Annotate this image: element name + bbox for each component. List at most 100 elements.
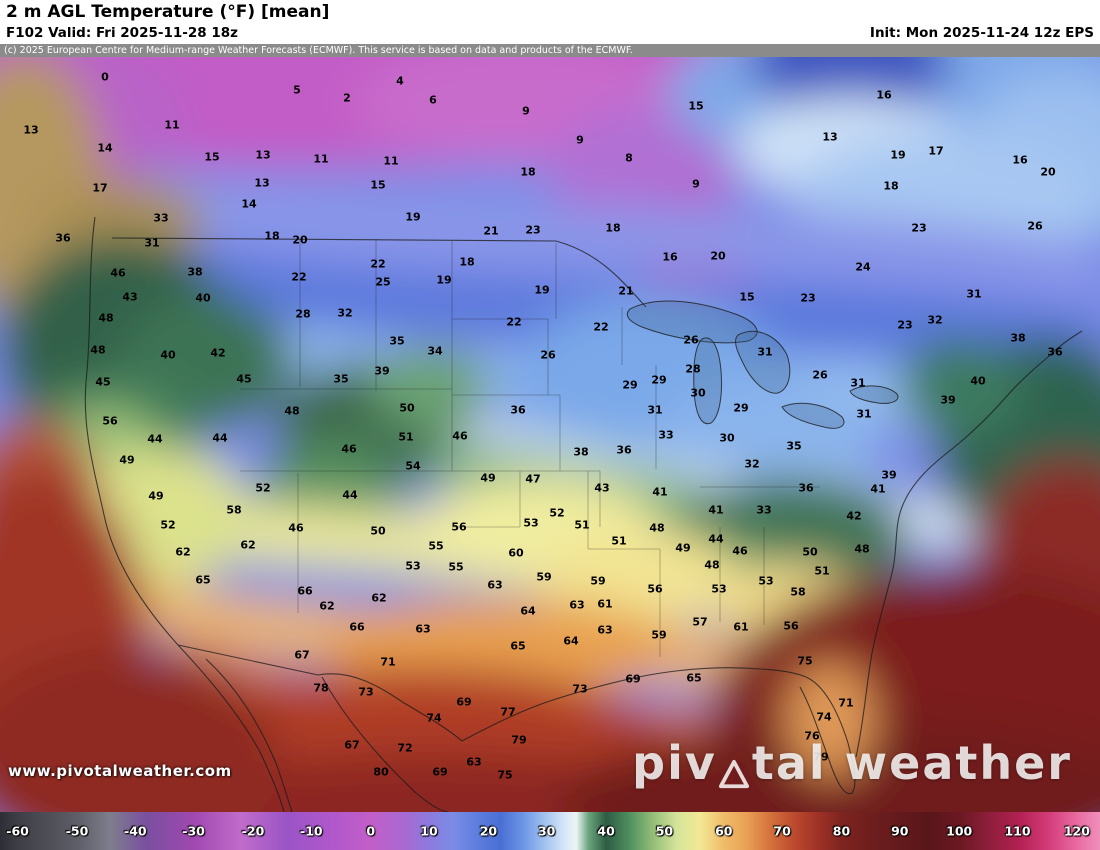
temp-label: 50: [370, 524, 386, 538]
temp-label: 8: [625, 151, 633, 165]
temp-label: 32: [337, 306, 353, 320]
temp-label: 74: [816, 710, 832, 724]
temp-label: 28: [685, 362, 701, 376]
colorbar-tick-label: 120: [1063, 823, 1090, 839]
temp-label: 17: [928, 144, 944, 158]
temp-label: 56: [451, 520, 467, 534]
temp-label: 30: [719, 431, 735, 445]
temp-label: 49: [675, 541, 691, 555]
temp-label: 59: [651, 628, 667, 642]
temp-label: 79: [511, 733, 527, 747]
colorbar-gradient: [0, 812, 1100, 850]
logo-triangle-icon: [718, 747, 749, 789]
temp-label: 58: [790, 585, 806, 599]
temp-label: 29: [733, 401, 749, 415]
temp-label: 23: [525, 223, 541, 237]
temp-label: 26: [812, 368, 828, 382]
temp-label: 14: [241, 197, 257, 211]
temp-label: 46: [452, 429, 468, 443]
temp-label: 16: [876, 88, 892, 102]
temp-label: 40: [970, 374, 986, 388]
temp-label: 25: [375, 275, 391, 289]
temp-label: 43: [122, 290, 138, 304]
temp-label: 60: [508, 546, 524, 560]
temp-label: 49: [148, 489, 164, 503]
temp-label: 62: [319, 599, 335, 613]
temp-label: 48: [284, 404, 300, 418]
temp-label: 40: [160, 348, 176, 362]
colorbar-tick-label: -60: [6, 823, 29, 839]
temp-label: 44: [708, 532, 724, 546]
temp-label: 33: [153, 211, 169, 225]
temp-label: 32: [744, 457, 760, 471]
temp-label: 38: [187, 265, 203, 279]
temp-label: 19: [534, 283, 550, 297]
temp-label: 57: [692, 615, 708, 629]
temp-label: 18: [605, 221, 621, 235]
temp-label: 33: [658, 428, 674, 442]
temp-label: 36: [1047, 345, 1063, 359]
temp-label: 6: [429, 93, 437, 107]
temp-label: 51: [814, 564, 830, 578]
temp-label: 34: [427, 344, 443, 358]
temp-label: 31: [647, 403, 663, 417]
temp-label: 72: [397, 741, 413, 755]
temp-label: 18: [264, 229, 280, 243]
temp-label: 69: [432, 765, 448, 779]
temp-label: 2: [343, 91, 351, 105]
temp-label: 65: [195, 573, 211, 587]
temp-label: 29: [651, 373, 667, 387]
coastline: [84, 216, 1083, 812]
map-title: 2 m AGL Temperature (°F) [mean]: [6, 2, 330, 22]
temp-label: 38: [573, 445, 589, 459]
temp-label: 46: [341, 442, 357, 456]
temp-label: 66: [297, 584, 313, 598]
temp-label: 18: [459, 255, 475, 269]
temp-label: 67: [294, 648, 310, 662]
temp-label: 58: [226, 503, 242, 517]
temp-label: 29: [622, 378, 638, 392]
temp-label: 65: [686, 671, 702, 685]
temp-label: 53: [523, 516, 539, 530]
temp-label: 39: [374, 364, 390, 378]
temp-label: 26: [540, 348, 556, 362]
temp-label: 75: [797, 654, 813, 668]
temp-label: 31: [757, 345, 773, 359]
temp-label: 55: [448, 560, 464, 574]
temp-label: 62: [371, 591, 387, 605]
temp-label: 19: [890, 148, 906, 162]
temp-label: 15: [204, 150, 220, 164]
temp-label: 59: [536, 570, 552, 584]
temp-label: 44: [147, 432, 163, 446]
temperature-field: [0, 57, 1100, 812]
colorbar-tick-label: -20: [241, 823, 265, 839]
header: 2 m AGL Temperature (°F) [mean] F102 Val…: [0, 0, 1100, 44]
temp-label: 62: [175, 545, 191, 559]
temp-label: 41: [870, 482, 886, 496]
temp-label: 16: [662, 250, 678, 264]
temp-label: 73: [572, 682, 588, 696]
temp-label: 26: [683, 333, 699, 347]
temp-label: 39: [940, 393, 956, 407]
temp-label: 59: [590, 574, 606, 588]
temp-label: 42: [210, 346, 226, 360]
temp-label: 53: [711, 582, 727, 596]
state-borders: [240, 239, 820, 657]
temp-label: 22: [291, 270, 307, 284]
temp-label: 46: [110, 266, 126, 280]
temp-label: 55: [428, 539, 444, 553]
temp-label: 46: [732, 544, 748, 558]
temp-label: 18: [520, 165, 536, 179]
colorbar-tick-label: -40: [124, 823, 147, 839]
temp-label: 71: [380, 655, 396, 669]
temp-label: 36: [510, 403, 526, 417]
temp-label: 13: [23, 123, 39, 137]
temp-label: 79: [813, 750, 829, 764]
temp-label: 38: [1010, 331, 1026, 345]
temp-label: 17: [92, 181, 108, 195]
temp-label: 11: [383, 154, 399, 168]
temp-label: 9: [522, 104, 530, 118]
temp-label: 46: [288, 521, 304, 535]
temp-label: 48: [98, 311, 114, 325]
colorbar-tick-label: 40: [597, 823, 615, 839]
